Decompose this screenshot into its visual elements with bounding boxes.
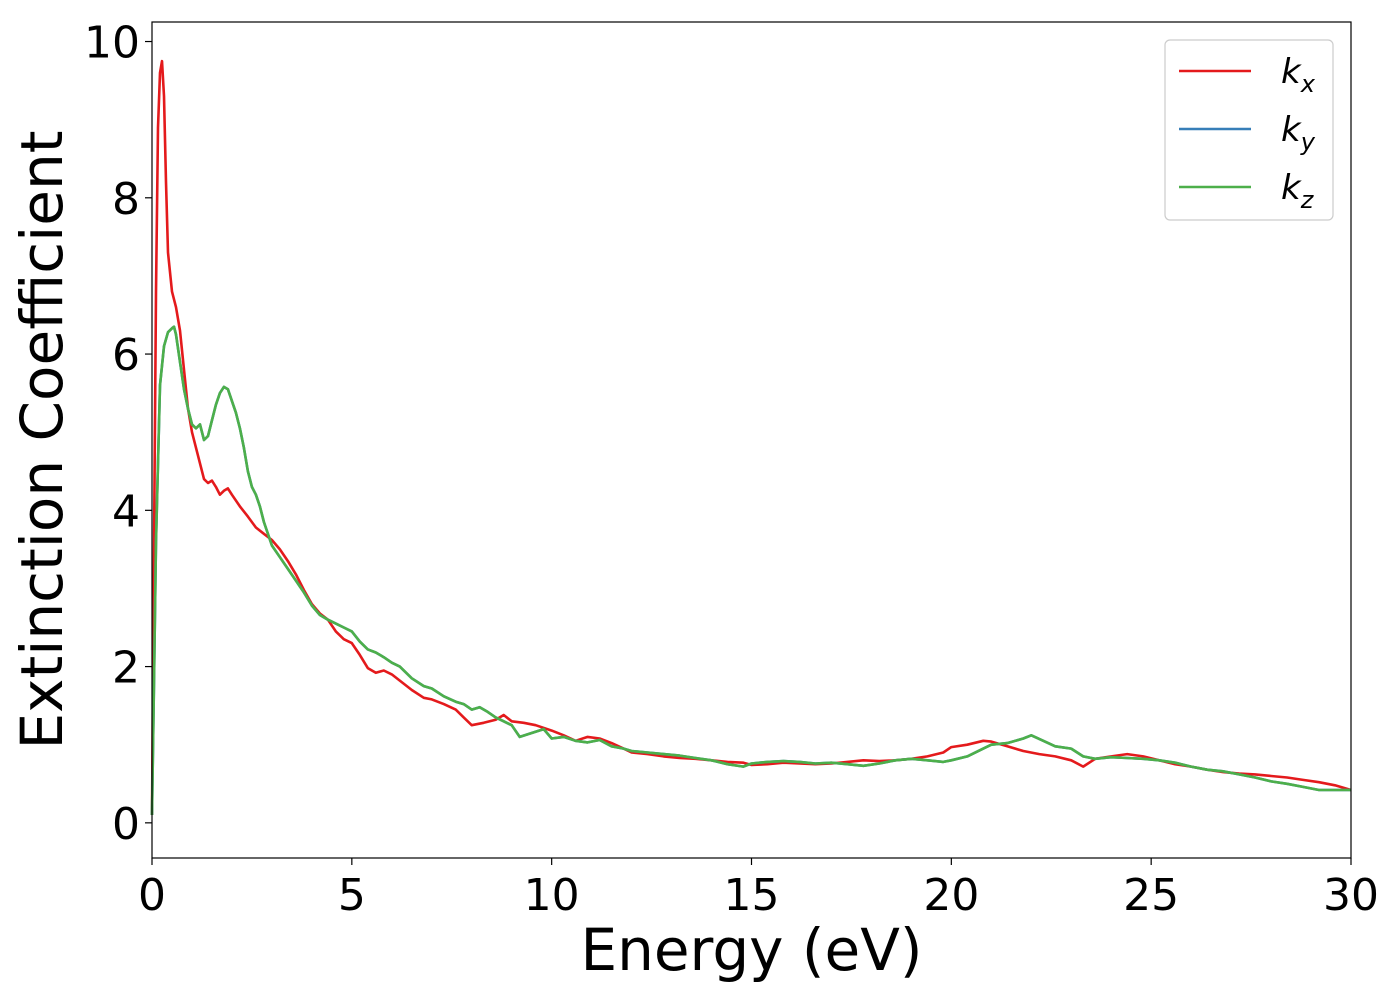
legend-label-subscript: x: [1300, 70, 1316, 98]
series-layer: [150, 59, 1352, 816]
series-line-kx: [150, 59, 1352, 816]
x-axis-title: Energy (eV): [580, 916, 922, 984]
y-axis: 0 2 4 6 8 10: [84, 18, 152, 850]
x-tick-label: 10: [524, 870, 580, 921]
legend-label: kx: [1281, 52, 1316, 98]
x-tick-label: 30: [1323, 870, 1379, 921]
series-line-kz: [150, 325, 1351, 816]
y-tick-label: 6: [112, 330, 140, 381]
y-tick-label: 10: [84, 18, 140, 69]
x-axis: 0 5 10 15 20 25 30: [138, 858, 1379, 921]
series-line-ky: [150, 325, 1351, 816]
x-tick-label: 25: [1123, 870, 1179, 921]
y-tick-label: 2: [112, 643, 140, 694]
legend-label-base: k: [1281, 110, 1302, 150]
x-tick-label: 0: [138, 870, 166, 921]
y-axis-title: Extinction Coefficient: [8, 131, 76, 750]
legend-label: kz: [1281, 168, 1315, 214]
x-tick-label: 20: [923, 870, 979, 921]
y-tick-label: 4: [112, 486, 140, 537]
legend-label-subscript: z: [1300, 186, 1315, 214]
y-tick-label: 0: [112, 799, 140, 850]
y-tick-label: 8: [112, 174, 140, 225]
legend-label-base: k: [1281, 52, 1302, 92]
legend-label: ky: [1281, 110, 1316, 156]
x-tick-label: 15: [724, 870, 780, 921]
x-tick-label: 5: [338, 870, 366, 921]
legend-label-base: k: [1281, 168, 1302, 208]
legend-label-subscript: y: [1300, 128, 1316, 156]
